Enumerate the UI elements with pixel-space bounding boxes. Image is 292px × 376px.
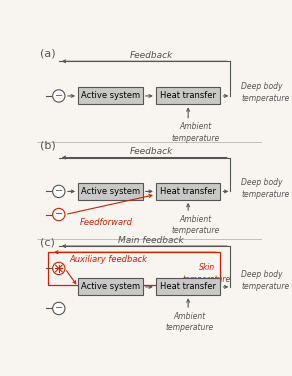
Text: Auxiliary feedback: Auxiliary feedback [69, 255, 147, 264]
Text: −: − [55, 91, 63, 100]
Bar [78, 279, 143, 296]
Text: Active system: Active system [81, 282, 140, 291]
Circle shape [53, 208, 65, 221]
Text: Active system: Active system [81, 187, 140, 196]
Text: Ambient
temperature: Ambient temperature [172, 122, 220, 143]
Text: (c): (c) [40, 238, 55, 248]
Text: Feedback: Feedback [130, 51, 173, 60]
Text: −: − [55, 209, 63, 219]
Text: Heat transfer: Heat transfer [160, 187, 216, 196]
Bar [156, 183, 220, 200]
Text: Ambient
temperature: Ambient temperature [172, 215, 220, 235]
Bar [156, 88, 220, 105]
Bar [156, 279, 220, 296]
Circle shape [53, 262, 65, 274]
Circle shape [53, 185, 65, 197]
Text: Deep body
temperature: Deep body temperature [241, 270, 290, 291]
Text: Deep body
temperature: Deep body temperature [241, 82, 290, 103]
Text: Heat transfer: Heat transfer [160, 282, 216, 291]
Bar [78, 88, 143, 105]
Text: Active system: Active system [81, 91, 140, 100]
Bar [78, 183, 143, 200]
Text: Main feedback: Main feedback [118, 235, 184, 244]
Text: Heat transfer: Heat transfer [160, 91, 216, 100]
Circle shape [53, 302, 65, 315]
Text: Ambient
temperature: Ambient temperature [166, 312, 214, 332]
Text: −: − [55, 303, 63, 313]
Text: Feedback: Feedback [130, 147, 173, 156]
Text: (b): (b) [40, 141, 56, 151]
Circle shape [53, 90, 65, 102]
Text: −: − [55, 186, 63, 196]
Text: (a): (a) [40, 48, 56, 58]
Bar [48, 252, 220, 285]
Text: Feedforward: Feedforward [80, 218, 133, 227]
Text: Deep body
temperature: Deep body temperature [241, 178, 290, 199]
Text: Skin
temperature: Skin temperature [182, 263, 231, 284]
